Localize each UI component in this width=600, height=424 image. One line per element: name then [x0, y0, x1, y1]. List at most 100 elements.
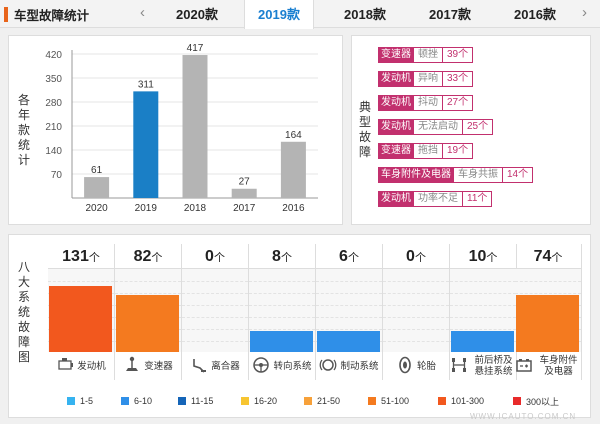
system-label: 变速器 — [115, 352, 182, 380]
system-count-unit: 个 — [486, 252, 498, 264]
system-count-unit: 个 — [347, 252, 359, 264]
brake-icon — [319, 356, 337, 377]
fault-description: 无法启动 — [414, 119, 463, 135]
system-grid-line — [515, 293, 581, 294]
fault-description: 功率不足 — [414, 191, 463, 207]
system-count-unit: 个 — [414, 252, 426, 264]
system-bar-cell — [249, 268, 316, 352]
system-grid-line — [249, 305, 315, 306]
system-count-unit: 个 — [88, 252, 100, 264]
legend-item: 51-100 — [368, 395, 409, 407]
fault-item: 发动机 抖动 27个 — [378, 95, 474, 111]
legend-item: 101-300 — [438, 395, 484, 407]
typical-faults-title: 典型故障 — [358, 100, 371, 159]
page-title: 车型故障统计 — [14, 8, 90, 23]
fault-system-tag: 变速器 — [378, 143, 414, 159]
suspension-icon — [450, 356, 468, 377]
legend-swatch — [241, 397, 249, 405]
legend-label: 300以上 — [526, 396, 560, 407]
system-count-value: 74 — [533, 248, 552, 265]
next-arrow-icon[interactable]: › — [582, 4, 587, 21]
system-grid-line — [182, 281, 248, 282]
legend-swatch — [438, 397, 446, 405]
system-count-value: 82 — [133, 248, 152, 265]
prev-arrow-icon[interactable]: ‹ — [140, 4, 145, 21]
system-label: 前后桥及悬挂系统 — [450, 352, 517, 380]
system-grid-line — [450, 281, 516, 282]
steering-wheel-icon — [252, 356, 270, 377]
tab-2018[interactable]: 2018款 — [344, 7, 386, 22]
system-grid-line — [515, 281, 581, 282]
system-bar — [516, 295, 579, 352]
legend-swatch — [513, 397, 521, 405]
legend-swatch — [67, 397, 75, 405]
system-count-value: 6 — [339, 248, 348, 265]
system-count: 0个 — [383, 244, 450, 268]
system-label: 转向系统 — [249, 352, 316, 380]
system-grid-line — [316, 293, 382, 294]
system-bar-cell — [515, 268, 582, 352]
fault-count: 11个 — [463, 191, 493, 207]
fault-count: 19个 — [443, 143, 474, 159]
system-grid-line — [316, 305, 382, 306]
fault-item: 发动机 功率不足 11个 — [378, 191, 493, 207]
tire-icon — [396, 356, 414, 377]
system-count: 10个 — [450, 244, 517, 268]
tab-2019[interactable]: 2019款 — [244, 0, 314, 29]
system-name: 制动系统 — [340, 360, 379, 372]
fault-system-tag: 发动机 — [378, 191, 414, 207]
system-grid-line — [450, 305, 516, 306]
legend-swatch — [304, 397, 312, 405]
clutch-icon — [190, 356, 208, 377]
tab-2020[interactable]: 2020款 — [176, 7, 218, 22]
legend-swatch — [121, 397, 129, 405]
system-count-value: 8 — [272, 248, 281, 265]
system-bar — [49, 286, 112, 352]
system-count-value: 0 — [406, 248, 415, 265]
system-name: 发动机 — [77, 360, 106, 372]
system-bar — [116, 295, 179, 352]
fault-description: 抖动 — [414, 95, 443, 111]
top-bar: 车型故障统计 ‹ 2020款 2019款 2018款 2017款 2016款 › — [0, 0, 600, 29]
system-count: 74个 — [515, 244, 582, 268]
system-grid-line — [182, 341, 248, 342]
system-grid-line — [249, 317, 315, 318]
engine-icon — [56, 356, 74, 377]
fault-item: 变速器 顿挫 39个 — [378, 47, 474, 63]
fault-count: 14个 — [503, 167, 534, 183]
fault-count: 33个 — [443, 71, 474, 87]
system-grid-line — [450, 293, 516, 294]
system-name: 离合器 — [211, 360, 240, 372]
fault-system-tag: 发动机 — [378, 95, 414, 111]
system-label: 轮胎 — [383, 352, 450, 380]
system-grid-line — [316, 317, 382, 318]
system-count: 131个 — [48, 244, 115, 268]
fault-system-tag: 变速器 — [378, 47, 414, 63]
fault-count: 39个 — [443, 47, 474, 63]
tab-2017[interactable]: 2017款 — [429, 7, 471, 22]
system-count-unit: 个 — [551, 252, 563, 264]
system-grid-line — [115, 281, 181, 282]
system-bar-cell — [48, 268, 115, 352]
system-name: 转向系统 — [273, 360, 312, 372]
fault-system-tag: 车身附件及电器 — [378, 167, 454, 183]
system-label: 离合器 — [182, 352, 249, 380]
system-label: 制动系统 — [316, 352, 383, 380]
system-label: 发动机 — [48, 352, 115, 380]
system-grid-line — [316, 329, 382, 330]
legend-item: 21-50 — [304, 395, 340, 407]
fault-description: 异响 — [414, 71, 443, 87]
system-count: 6个 — [316, 244, 383, 268]
system-count-value: 0 — [205, 248, 214, 265]
system-grid-line — [249, 293, 315, 294]
tab-2016[interactable]: 2016款 — [514, 7, 556, 22]
system-label: 车身附件及电器 — [515, 352, 582, 380]
legend-item: 11-15 — [178, 395, 213, 407]
legend-item: 300以上 — [513, 395, 559, 407]
system-grid-line — [383, 281, 449, 282]
header-title: 车型故障统计 — [4, 6, 90, 23]
year-chart-panel — [8, 35, 343, 225]
fault-item: 变速器 拖挡 19个 — [378, 143, 474, 159]
system-name: 轮胎 — [416, 360, 436, 372]
system-count: 0个 — [182, 244, 249, 268]
